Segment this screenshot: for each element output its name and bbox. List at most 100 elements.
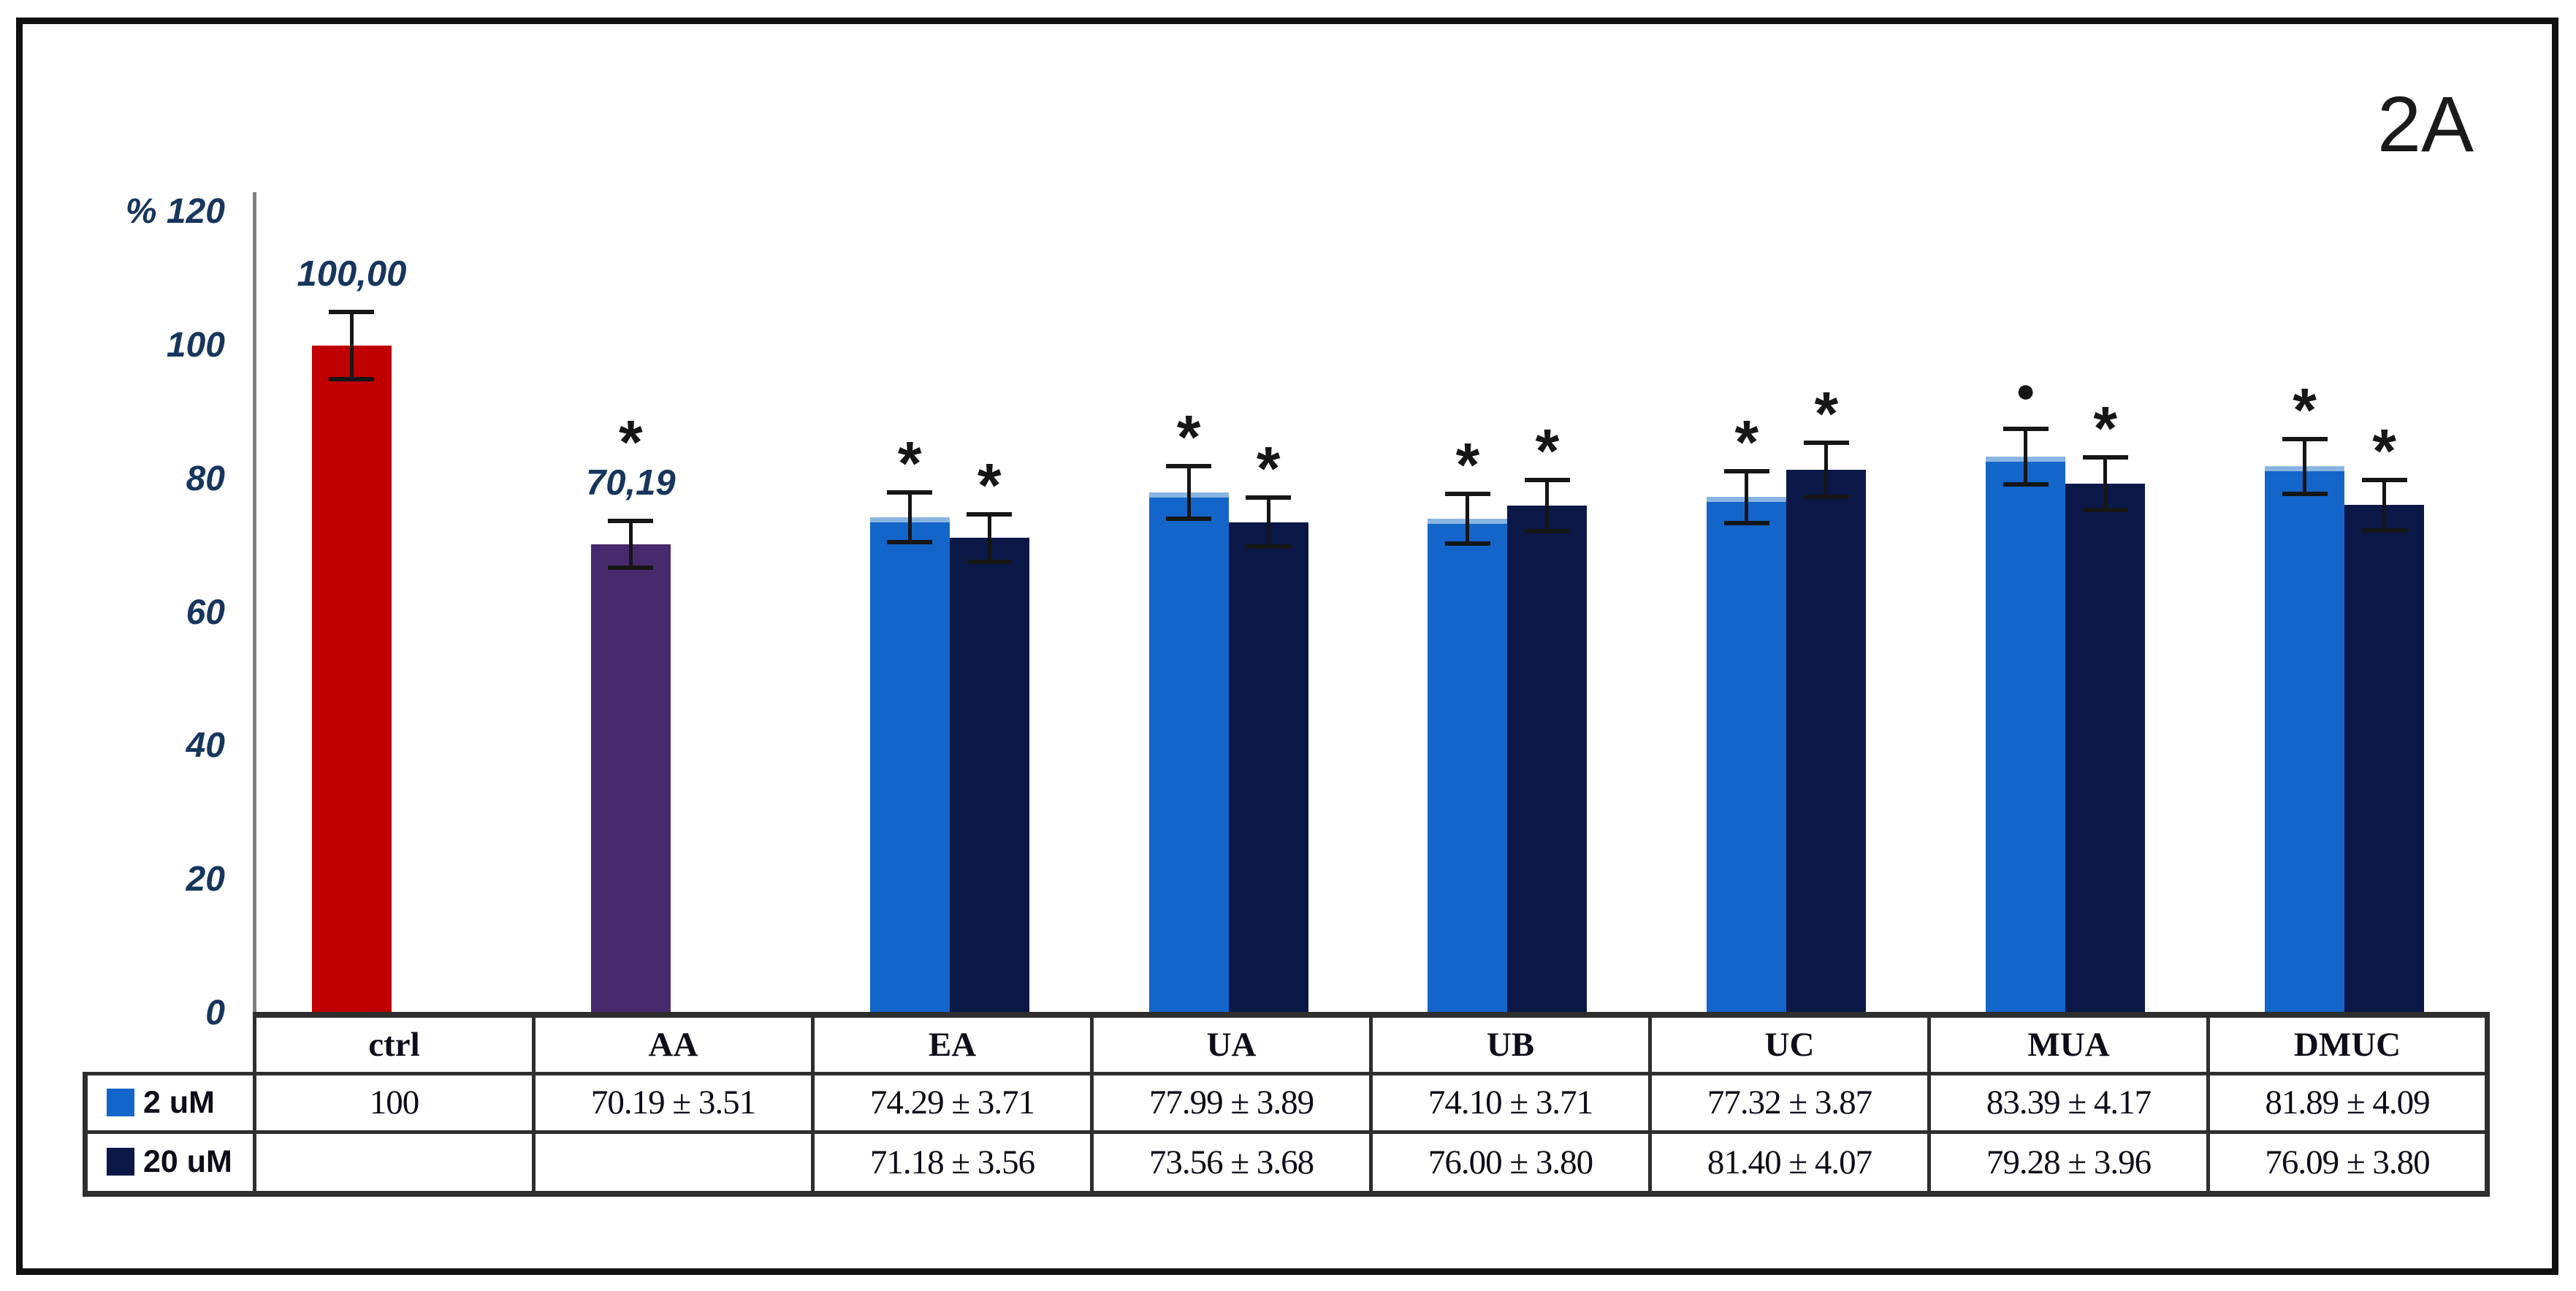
cell-2um-UA: 77.99 ± 3.89 [1090, 1071, 1373, 1134]
significance-dot-2um-MUA: ● [2015, 370, 2036, 409]
errorbar-cap-top-2um-ctrl [329, 310, 375, 315]
data-table: ctrl AA EA UA UB UC MUA DMUC 2 uM 100 70.19 ± 3.51… [83, 1012, 2490, 1197]
column-header-UA: UA [1090, 1012, 1373, 1075]
y-tick-40: 40 [186, 726, 225, 766]
errorbar-line-2um-DMUC [2303, 438, 2307, 494]
errorbar-cap-bottom-2um-EA [887, 539, 933, 544]
significance-star-20um-MUA: * [2093, 394, 2118, 463]
bar-20um-MUA [2065, 484, 2146, 1013]
legend-2um: 2 uM [83, 1071, 256, 1134]
y-tick-60: 60 [186, 593, 225, 632]
errorbar-cap-top-2um-MUA [2003, 426, 2049, 431]
errorbar-cap-top-2um-AA [608, 519, 654, 524]
errorbar-cap-top-2um-UA [1166, 464, 1212, 469]
errorbar-cap-bottom-2um-UA [1166, 516, 1212, 521]
cell-2um-UB: 74.10 ± 3.71 [1369, 1071, 1652, 1134]
errorbar-cap-bottom-20um-MUA [2082, 508, 2128, 513]
column-header-UC: UC [1648, 1012, 1931, 1075]
errorbar-line-20um-UC [1824, 442, 1829, 498]
errorbar-cap-top-2um-UC [1723, 468, 1769, 473]
cell-2um-DMUC: 81.89 ± 4.09 [2206, 1071, 2490, 1134]
errorbar-line-2um-UA [1186, 466, 1191, 519]
column-header-MUA: MUA [1927, 1012, 2210, 1075]
cell-20um-EA: 71.18 ± 3.56 [811, 1130, 1094, 1197]
cell-20um-MUA: 79.28 ± 3.96 [1927, 1130, 2210, 1197]
errorbar-cap-top-20um-DMUC [2361, 477, 2407, 482]
errorbar-line-2um-EA [907, 492, 912, 542]
cell-2um-UC: 77.32 ± 3.87 [1648, 1071, 1931, 1134]
cell-2um-EA: 74.29 ± 3.71 [811, 1071, 1094, 1134]
column-header-ctrl: ctrl [253, 1012, 536, 1075]
bar-2um-UA [1148, 492, 1229, 1013]
significance-star-2um-AA: * [618, 408, 643, 477]
errorbar-line-2um-UB [1466, 493, 1470, 544]
errorbar-line-20um-UA [1266, 497, 1270, 547]
errorbar-cap-bottom-20um-DMUC [2361, 528, 2407, 533]
significance-star-20um-EA: * [977, 450, 1002, 519]
y-tick-80: 80 [186, 459, 225, 498]
bar-20um-EA [949, 538, 1029, 1013]
legend-swatch-20um [107, 1148, 134, 1176]
y-tick-100: 100 [166, 325, 225, 365]
errorbar-line-20um-MUA [2103, 457, 2108, 511]
table-corner-blank [85, 1015, 255, 1073]
significance-star-20um-DMUC: * [2372, 416, 2396, 485]
errorbar-cap-top-2um-DMUC [2282, 436, 2328, 441]
errorbar-cap-bottom-20um-EA [967, 559, 1013, 564]
errorbar-cap-bottom-20um-UA [1246, 544, 1292, 549]
errorbar-cap-top-20um-UC [1803, 440, 1849, 445]
legend-swatch-2um [107, 1088, 134, 1116]
errorbar-cap-top-2um-UB [1444, 491, 1490, 496]
bar-20um-DMUC [2344, 505, 2425, 1013]
cell-20um-UA: 73.56 ± 3.68 [1090, 1130, 1373, 1197]
column-header-AA: AA [532, 1012, 815, 1075]
errorbar-cap-bottom-2um-AA [608, 565, 654, 571]
bar-2um-EA [869, 517, 950, 1013]
y-tick-120: % 120 [125, 192, 225, 231]
cell-2um-AA: 70.19 ± 3.51 [532, 1071, 815, 1134]
errorbar-line-2um-AA [628, 521, 633, 568]
cell-20um-DMUC: 76.09 ± 3.80 [2206, 1130, 2490, 1197]
errorbar-cap-top-20um-UA [1246, 495, 1292, 500]
errorbar-cap-top-20um-MUA [2082, 455, 2128, 460]
bar-20um-UA [1228, 522, 1308, 1013]
errorbar-cap-bottom-20um-UB [1524, 528, 1570, 533]
errorbar-line-20um-DMUC [2382, 479, 2387, 531]
column-header-EA: EA [811, 1012, 1094, 1075]
errorbar-line-2um-UC [1745, 471, 1749, 523]
significance-star-2um-UC: * [1734, 407, 1759, 476]
errorbar-cap-bottom-2um-UC [1723, 520, 1769, 525]
errorbar-line-2um-MUA [2024, 428, 2028, 484]
bar-2um-UC [1707, 497, 1787, 1013]
errorbar-cap-top-20um-UB [1524, 478, 1570, 483]
errorbar-cap-top-2um-EA [887, 490, 933, 495]
bar-2um-UB [1428, 518, 1508, 1013]
column-header-UB: UB [1369, 1012, 1652, 1075]
significance-star-2um-UB: * [1455, 430, 1480, 499]
errorbar-cap-bottom-2um-DMUC [2282, 491, 2328, 496]
column-header-DMUC: DMUC [2206, 1012, 2490, 1075]
cell-20um-UB: 76.00 ± 3.80 [1369, 1130, 1652, 1197]
significance-star-2um-DMUC: * [2293, 375, 2317, 444]
errorbar-cap-bottom-2um-UB [1444, 541, 1490, 546]
bar-2um-DMUC [2265, 466, 2345, 1013]
legend-20um: 20 uM [83, 1130, 256, 1197]
cell-20um-UC: 81.40 ± 4.07 [1648, 1130, 1931, 1197]
significance-star-20um-UB: * [1535, 416, 1560, 486]
y-axis-line [253, 192, 256, 1013]
bar-value-label-AA: 70,19 [586, 463, 676, 503]
errorbar-cap-bottom-2um-ctrl [329, 376, 375, 381]
cell-2um-ctrl: 100 [253, 1071, 536, 1134]
cell-20um-AA [532, 1130, 815, 1197]
bar-20um-UC [1786, 469, 1867, 1013]
bar-2um-MUA [1986, 456, 2066, 1013]
errorbar-line-20um-UB [1545, 480, 1550, 531]
significance-star-2um-UA: * [1176, 403, 1201, 472]
significance-star-20um-UC: * [1814, 378, 1839, 448]
errorbar-cap-bottom-2um-MUA [2003, 481, 2049, 487]
bar-value-label-ctrl: 100,00 [297, 254, 407, 294]
figure-frame [16, 18, 2558, 1275]
errorbar-line-20um-EA [987, 514, 991, 562]
